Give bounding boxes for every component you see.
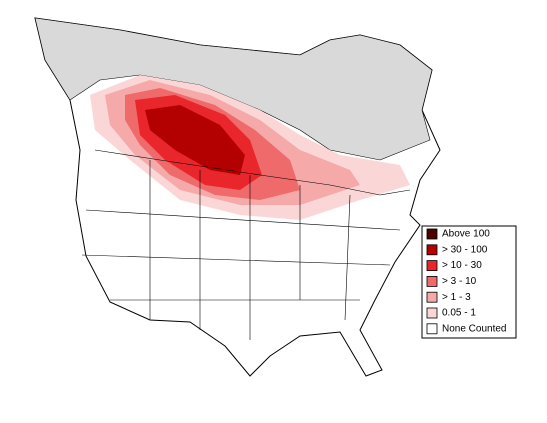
legend-label: 0.05 - 1	[442, 308, 476, 319]
legend-swatch	[426, 291, 438, 303]
legend-swatch	[426, 275, 438, 287]
legend-label: > 10 - 30	[442, 260, 482, 271]
legend: Above 100 > 30 - 100 > 10 - 30 > 3 - 10 > 1 …	[421, 225, 517, 339]
legend-swatch	[426, 307, 438, 319]
legend-label: > 1 - 3	[442, 292, 471, 303]
unsurveyed-region	[34, 17, 433, 161]
legend-box	[421, 225, 517, 339]
legend-label: > 3 - 10	[442, 276, 477, 287]
legend-label: None Counted	[442, 323, 507, 334]
legend-label: Above 100	[442, 229, 490, 240]
map	[34, 17, 441, 377]
abundance-top	[145, 105, 245, 175]
legend-label: > 30 - 100	[442, 244, 488, 255]
legend-swatch	[426, 244, 438, 256]
legend-swatch	[426, 260, 438, 272]
legend-swatch	[426, 228, 438, 240]
legend-swatch	[426, 323, 438, 335]
borders	[81, 149, 411, 340]
